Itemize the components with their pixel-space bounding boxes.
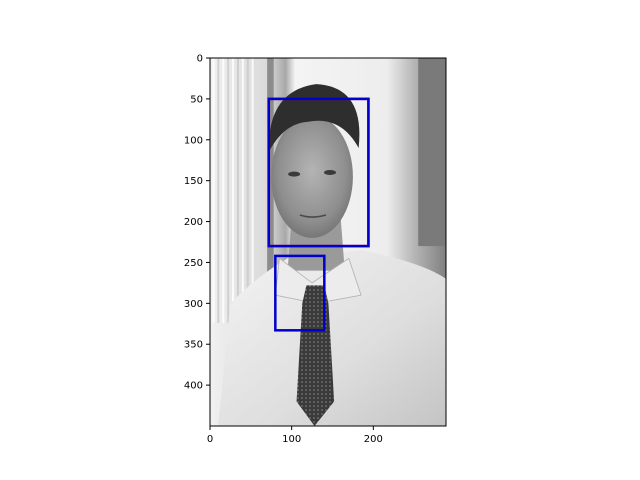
eye-shape	[288, 171, 301, 177]
y-tick-label: 250	[184, 258, 203, 269]
axes-frame	[209, 57, 447, 427]
y-tick-label: 150	[184, 176, 203, 187]
y-tick-label: 100	[184, 135, 203, 146]
curtain-stripe	[227, 58, 230, 323]
x-tick-label: 200	[364, 434, 383, 445]
curtain-stripe	[212, 58, 215, 323]
y-tick-label: 50	[190, 94, 203, 105]
curtain-stripe	[251, 58, 254, 323]
curtain-stripe	[232, 58, 235, 323]
x-tick-label: 0	[207, 434, 213, 445]
curtain-stripe	[217, 58, 220, 323]
x-tick-label: 100	[282, 434, 301, 445]
face-shape	[271, 115, 353, 238]
photo-image	[210, 58, 446, 426]
door-frame	[267, 58, 274, 304]
curtain-stripe	[222, 58, 225, 323]
bounding-box	[267, 97, 370, 248]
bounding-boxes	[267, 97, 370, 332]
tie-shape	[296, 285, 335, 426]
mouth-shape	[299, 214, 327, 218]
x-axis: 0 100 200	[207, 426, 383, 445]
y-tick-label: 200	[184, 217, 203, 228]
hair-shape	[268, 84, 360, 153]
eye-shape	[324, 169, 337, 175]
right-wall	[418, 58, 446, 247]
curtain-stripe	[246, 58, 249, 323]
y-tick-label: 350	[184, 340, 203, 351]
bounding-box	[274, 254, 326, 332]
curtain-stripe	[236, 58, 239, 323]
y-tick-label: 400	[184, 381, 203, 392]
y-tick-label: 0	[197, 54, 203, 65]
curtain-stripe	[241, 58, 244, 323]
y-tick-label: 300	[184, 299, 203, 310]
y-axis: 0 50 100 150 200 250 300 350 400	[184, 54, 210, 392]
